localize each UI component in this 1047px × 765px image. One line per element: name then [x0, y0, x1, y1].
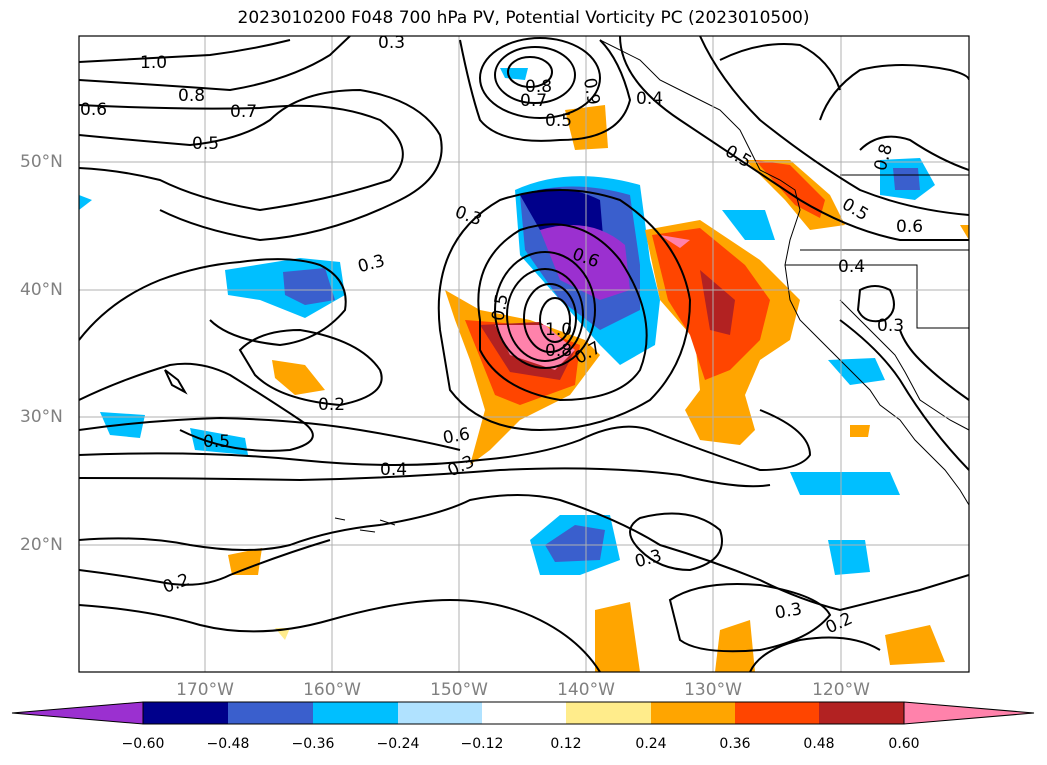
pv-contours: [79, 36, 969, 672]
contour-label: 0.5: [545, 111, 572, 131]
lat-label-30n: 30°N: [20, 407, 63, 427]
contour-label: 0.2: [318, 395, 345, 415]
colorbar-swatch: [313, 702, 398, 724]
shade-negative-core: [540, 225, 630, 300]
colorbar-swatch: [228, 702, 313, 724]
colorbar-swatch: [566, 702, 651, 724]
colorbar-tick: −0.60: [121, 736, 165, 752]
shade-positive-tiny3: [960, 225, 969, 240]
contour-label: 0.4: [380, 460, 407, 480]
shade-negative-east-band: [790, 472, 900, 495]
contour-label: 0.5: [838, 194, 871, 225]
colorbar-tick: −0.48: [206, 736, 250, 752]
contour-label: 0.8: [178, 86, 205, 106]
shade-negative-east-small: [828, 540, 870, 575]
contour-label: 0.3: [378, 33, 405, 53]
colorbar-swatch: [651, 702, 735, 724]
lon-label-150w: 150°W: [430, 680, 488, 700]
contour-label: 0.6: [80, 100, 107, 120]
contour-label: 0.8: [545, 341, 572, 361]
contour-label: 1.0: [140, 53, 167, 73]
map-frame: [78, 35, 970, 673]
shade-positive-east-core: [660, 235, 690, 248]
colorbar-tick: 0.60: [888, 736, 920, 752]
shade-negative-edge: [79, 195, 92, 210]
shade-positive-west-small: [272, 360, 325, 395]
contour-label: 0.5: [192, 134, 219, 154]
shade-positive-tiny2: [850, 425, 870, 437]
shade-positive-south-1: [595, 602, 640, 672]
lon-label-130w: 130°W: [684, 680, 742, 700]
shade-negative-baja: [828, 358, 885, 385]
shade-negative-coastal: [722, 210, 775, 240]
lon-label-140w: 140°W: [557, 680, 615, 700]
contour-label: 0.6: [896, 217, 923, 237]
contour-label: 0.3: [773, 599, 803, 623]
colorbar-frame: [142, 701, 905, 725]
contour-label: 0.7: [520, 91, 547, 111]
contour-label: 0.5: [203, 432, 230, 452]
contour-label: 0.2: [823, 609, 856, 639]
contour-label: 0.3: [452, 202, 484, 230]
colorbar-tick: 0.36: [719, 736, 751, 752]
shade-negative-south-mid: [545, 525, 605, 562]
colorbar-extend-right: [903, 701, 1035, 725]
colorbar-tick: −0.36: [291, 736, 335, 752]
colorbar-tick: 0.12: [550, 736, 582, 752]
contour-label: 0.9: [579, 76, 603, 106]
lon-label-160w: 160°W: [303, 680, 361, 700]
colorbar-extend-left: [11, 701, 144, 725]
coastlines: [334, 39, 969, 533]
contour-label: 0.4: [636, 89, 663, 109]
colorbar-swatch: [482, 702, 566, 724]
contour-label: 0.3: [877, 316, 904, 336]
contour-label: 0.6: [441, 424, 471, 448]
shade-positive-south-2: [715, 620, 755, 672]
colorbar-tick: −0.12: [460, 736, 504, 752]
colorbar-swatch: [398, 702, 482, 724]
contour-label: 0.2: [160, 570, 192, 598]
colorbar-tick: 0.24: [635, 736, 667, 752]
lon-label-120w: 120°W: [812, 680, 870, 700]
colorbar-swatch: [735, 702, 819, 724]
colorbar-tick: −0.24: [376, 736, 420, 752]
shade-negative-ne-mid: [893, 168, 920, 190]
shade-positive-east-inner: [700, 270, 735, 335]
colorbar: [11, 701, 1035, 725]
map-title: 2023010200 F048 700 hPa PV, Potential Vo…: [237, 8, 810, 28]
lon-label-170w: 170°W: [176, 680, 234, 700]
contour-label: 1.0: [545, 320, 572, 340]
lat-label-40n: 40°N: [20, 280, 63, 300]
contour-label: 0.8: [525, 77, 552, 97]
contour-label: 0.3: [633, 546, 664, 572]
contour-label: 0.7: [230, 102, 257, 122]
contour-label: 0.4: [838, 257, 865, 277]
shade-negative-nw: [500, 68, 528, 80]
map-area: 1.0 0.8 0.6 0.7 0.5 0.3 0.9 0.8 0.7 0.5 …: [79, 33, 969, 672]
colorbar-swatch: [143, 702, 228, 724]
contour-label: 0.5: [488, 292, 512, 322]
colorbar-swatch: [819, 702, 904, 724]
lat-label-20n: 20°N: [20, 535, 63, 555]
shade-negative-west-mid: [283, 268, 335, 305]
contour-label: 0.3: [356, 251, 387, 277]
shade-positive-se: [885, 625, 945, 665]
colorbar-tick: 0.48: [803, 736, 835, 752]
lat-label-50n: 50°N: [20, 152, 63, 172]
shade-positive-sw: [228, 548, 262, 575]
